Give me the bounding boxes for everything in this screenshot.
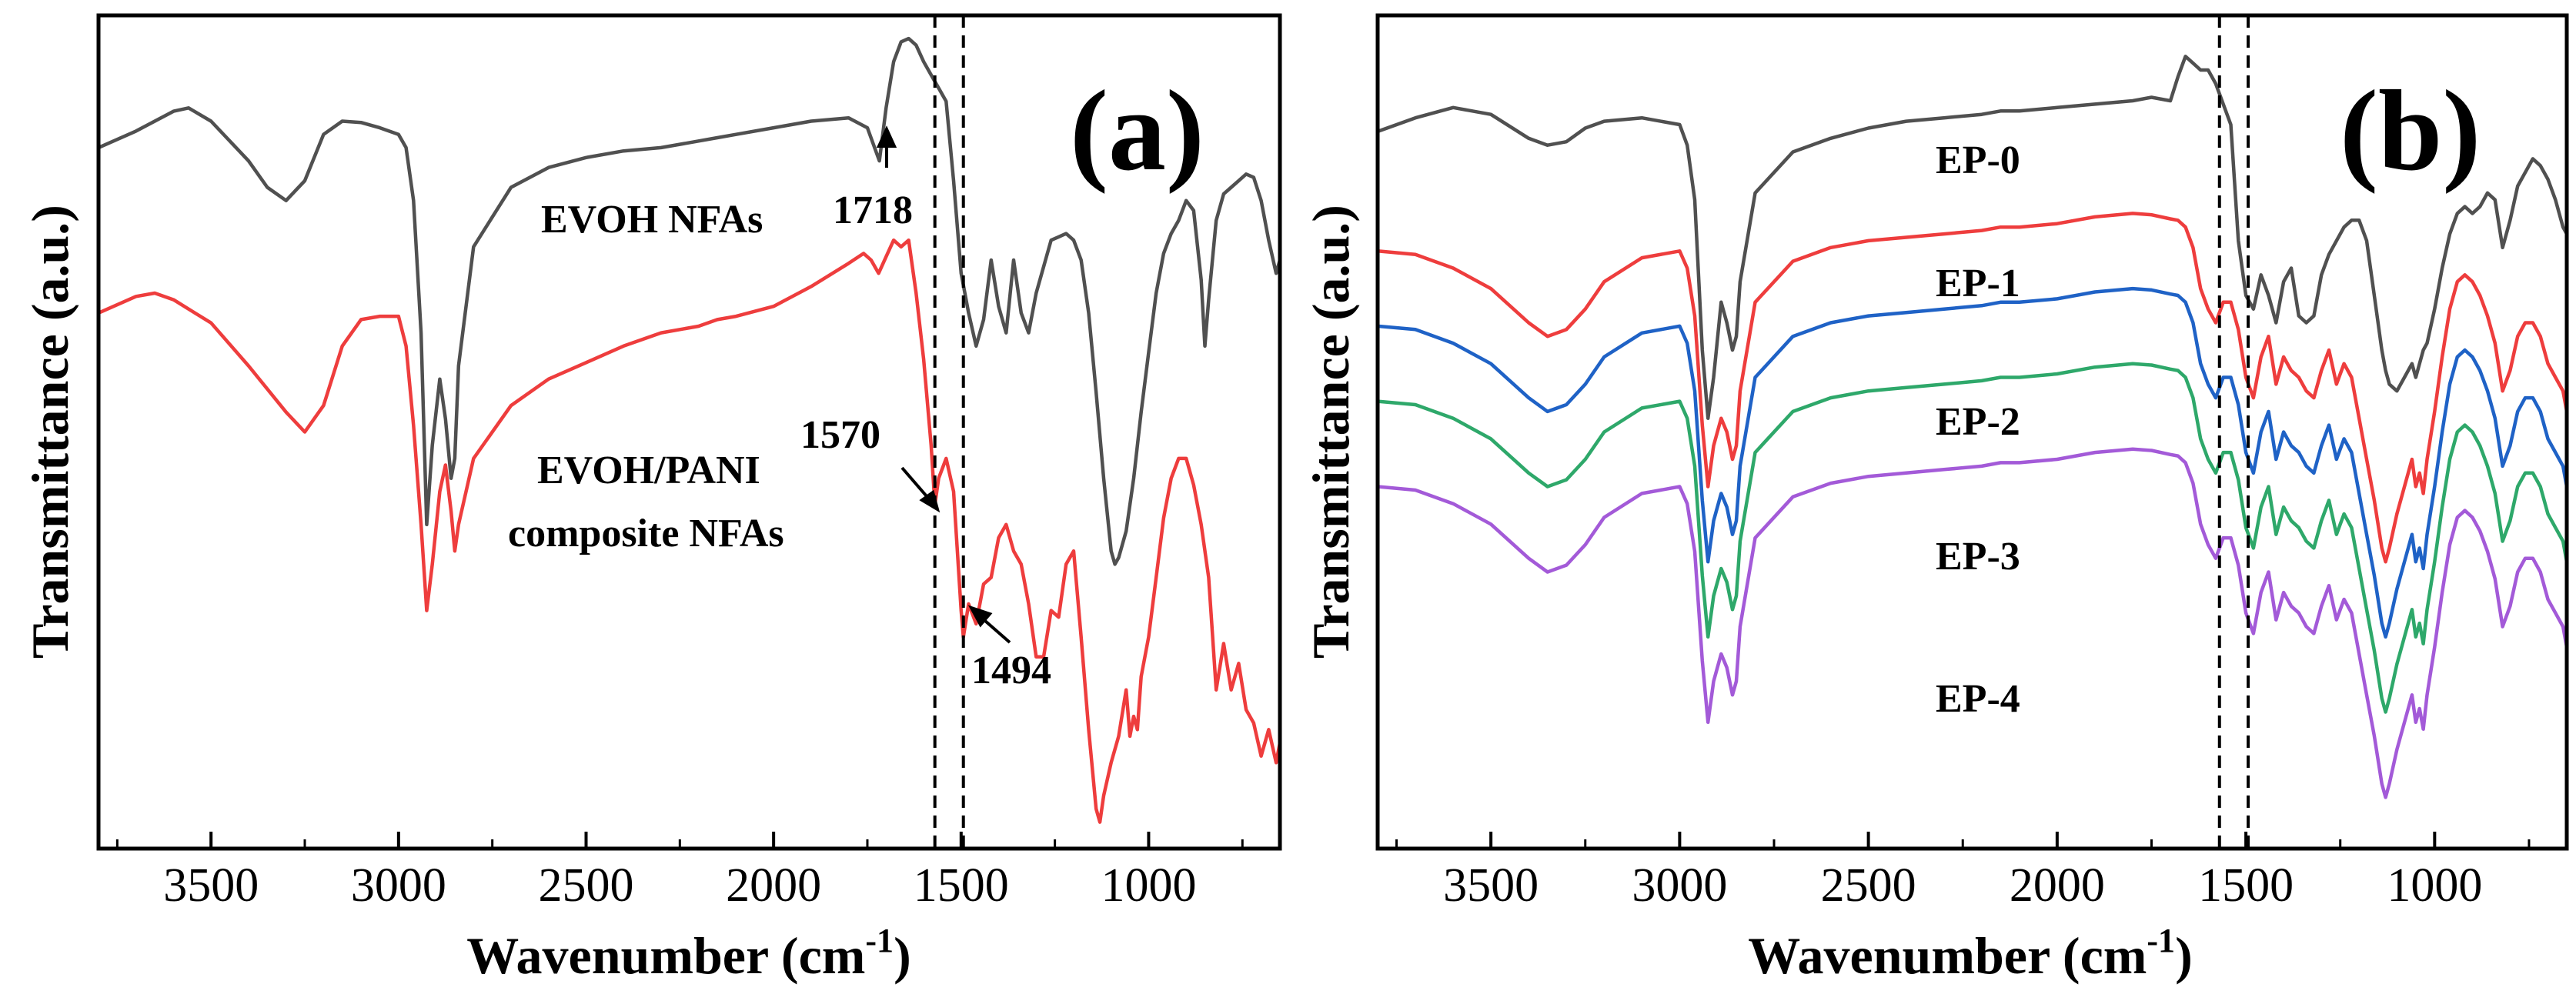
series-line-b-0 <box>1377 55 2568 420</box>
peak-label-1718: 1718 <box>833 188 913 232</box>
arrowhead-1718 <box>876 125 897 148</box>
series-label-ep4: EP-4 <box>1936 677 2020 721</box>
series-line-a-0 <box>98 36 1282 566</box>
series-label-ep3: EP-3 <box>1936 535 2020 579</box>
x-tick-label-a-5: 1000 <box>1101 859 1196 912</box>
peak-label-1494: 1494 <box>971 649 1051 692</box>
series-line-a-1 <box>98 238 1282 824</box>
plot-frame-b <box>1375 13 2569 851</box>
plot-frame-a <box>96 13 1282 851</box>
x-tick-label-b-4: 1500 <box>2198 859 2294 912</box>
plot-area-b <box>1377 15 2569 849</box>
plot-area-a <box>98 15 1282 849</box>
x-tick-label-a-0: 3500 <box>163 859 259 912</box>
series-label-ep1: EP-1 <box>1936 262 2020 305</box>
x-tick-label-b-0: 3500 <box>1443 859 1539 912</box>
panel-b: 3500 3000 2500 2000 1500 1000 (b) Wavenumber … <box>1301 13 2569 985</box>
x-axis-title-b: Wavenumber (cm-1) <box>1748 922 2192 985</box>
y-axis-title-a: Transmittance (a.u.) <box>21 205 79 659</box>
arrowhead-1494 <box>967 605 993 628</box>
x-tick-label-b-5: 1000 <box>2387 859 2482 912</box>
series-label-ep0: EP-0 <box>1936 138 2020 182</box>
x-ticks-a: 3500 3000 2500 2000 1500 1000 <box>115 832 1244 912</box>
x-axis-title-a: Wavenumber (cm-1) <box>466 922 910 985</box>
x-tick-label-a-4: 1500 <box>914 859 1009 912</box>
panel-a: 3500 3000 2500 2000 1500 1000 (a) Wavenumber … <box>21 13 1282 985</box>
arrowhead-1570 <box>919 489 941 513</box>
panel-label-b: (b) <box>2340 67 2481 195</box>
peak-arrows-a <box>876 125 1011 644</box>
series-label-evoh-pani: EVOH/PANI <box>537 449 760 492</box>
x-tick-label-a-3: 2000 <box>726 859 821 912</box>
x-ticks-b: 3500 3000 2500 2000 1500 1000 <box>1395 832 2531 912</box>
series-line-b-2 <box>1377 286 2569 639</box>
series-line-b-4 <box>1377 447 2569 799</box>
peak-label-1570: 1570 <box>800 413 880 457</box>
x-tick-label-b-1: 3000 <box>1632 859 1727 912</box>
series-label-composite: composite NFAs <box>508 512 784 555</box>
series-line-b-3 <box>1377 362 2569 714</box>
x-tick-label-b-2: 2500 <box>1821 859 1916 912</box>
x-tick-label-a-2: 2500 <box>538 859 633 912</box>
x-tick-label-a-1: 3000 <box>351 859 446 912</box>
series-label-evoh: EVOH NFAs <box>541 198 763 242</box>
series-line-b-1 <box>1377 212 2569 564</box>
series-label-ep2: EP-2 <box>1936 400 2020 444</box>
y-axis-title-b: Transmittance (a.u.) <box>1301 205 1360 659</box>
panel-label-a: (a) <box>1070 67 1204 195</box>
x-tick-label-b-3: 2000 <box>2010 859 2105 912</box>
